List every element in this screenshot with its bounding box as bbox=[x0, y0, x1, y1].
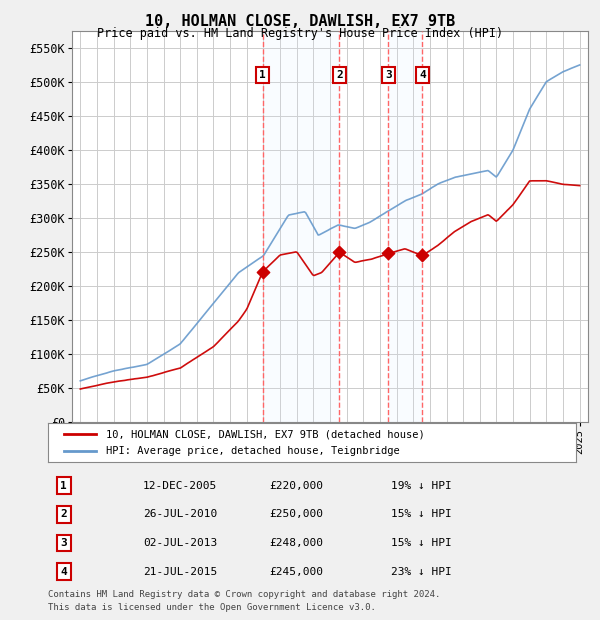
Text: 10, HOLMAN CLOSE, DAWLISH, EX7 9TB: 10, HOLMAN CLOSE, DAWLISH, EX7 9TB bbox=[145, 14, 455, 29]
Text: 2: 2 bbox=[336, 70, 343, 80]
Text: £220,000: £220,000 bbox=[270, 480, 324, 490]
Text: 15% ↓ HPI: 15% ↓ HPI bbox=[391, 538, 452, 548]
Point bbox=[335, 247, 344, 257]
Text: This data is licensed under the Open Government Licence v3.0.: This data is licensed under the Open Gov… bbox=[48, 603, 376, 612]
Text: 3: 3 bbox=[385, 70, 392, 80]
Text: 02-JUL-2013: 02-JUL-2013 bbox=[143, 538, 217, 548]
Text: 10, HOLMAN CLOSE, DAWLISH, EX7 9TB (detached house): 10, HOLMAN CLOSE, DAWLISH, EX7 9TB (deta… bbox=[106, 429, 425, 439]
Text: 1: 1 bbox=[259, 70, 266, 80]
Text: 4: 4 bbox=[419, 70, 426, 80]
Text: 4: 4 bbox=[61, 567, 67, 577]
Text: 12-DEC-2005: 12-DEC-2005 bbox=[143, 480, 217, 490]
Text: 23% ↓ HPI: 23% ↓ HPI bbox=[391, 567, 452, 577]
Text: 15% ↓ HPI: 15% ↓ HPI bbox=[391, 509, 452, 520]
Bar bbox=[388, 31, 422, 422]
Text: £245,000: £245,000 bbox=[270, 567, 324, 577]
Text: Price paid vs. HM Land Registry's House Price Index (HPI): Price paid vs. HM Land Registry's House … bbox=[97, 27, 503, 40]
Text: Contains HM Land Registry data © Crown copyright and database right 2024.: Contains HM Land Registry data © Crown c… bbox=[48, 590, 440, 600]
Text: £248,000: £248,000 bbox=[270, 538, 324, 548]
Text: HPI: Average price, detached house, Teignbridge: HPI: Average price, detached house, Teig… bbox=[106, 446, 400, 456]
Point bbox=[383, 248, 393, 258]
Text: 19% ↓ HPI: 19% ↓ HPI bbox=[391, 480, 452, 490]
Point bbox=[418, 250, 427, 260]
Text: 3: 3 bbox=[61, 538, 67, 548]
Text: 1: 1 bbox=[61, 480, 67, 490]
Text: 26-JUL-2010: 26-JUL-2010 bbox=[143, 509, 217, 520]
Bar bbox=[263, 31, 340, 422]
Text: £250,000: £250,000 bbox=[270, 509, 324, 520]
Text: 2: 2 bbox=[61, 509, 67, 520]
Text: 21-JUL-2015: 21-JUL-2015 bbox=[143, 567, 217, 577]
Point bbox=[258, 267, 268, 277]
